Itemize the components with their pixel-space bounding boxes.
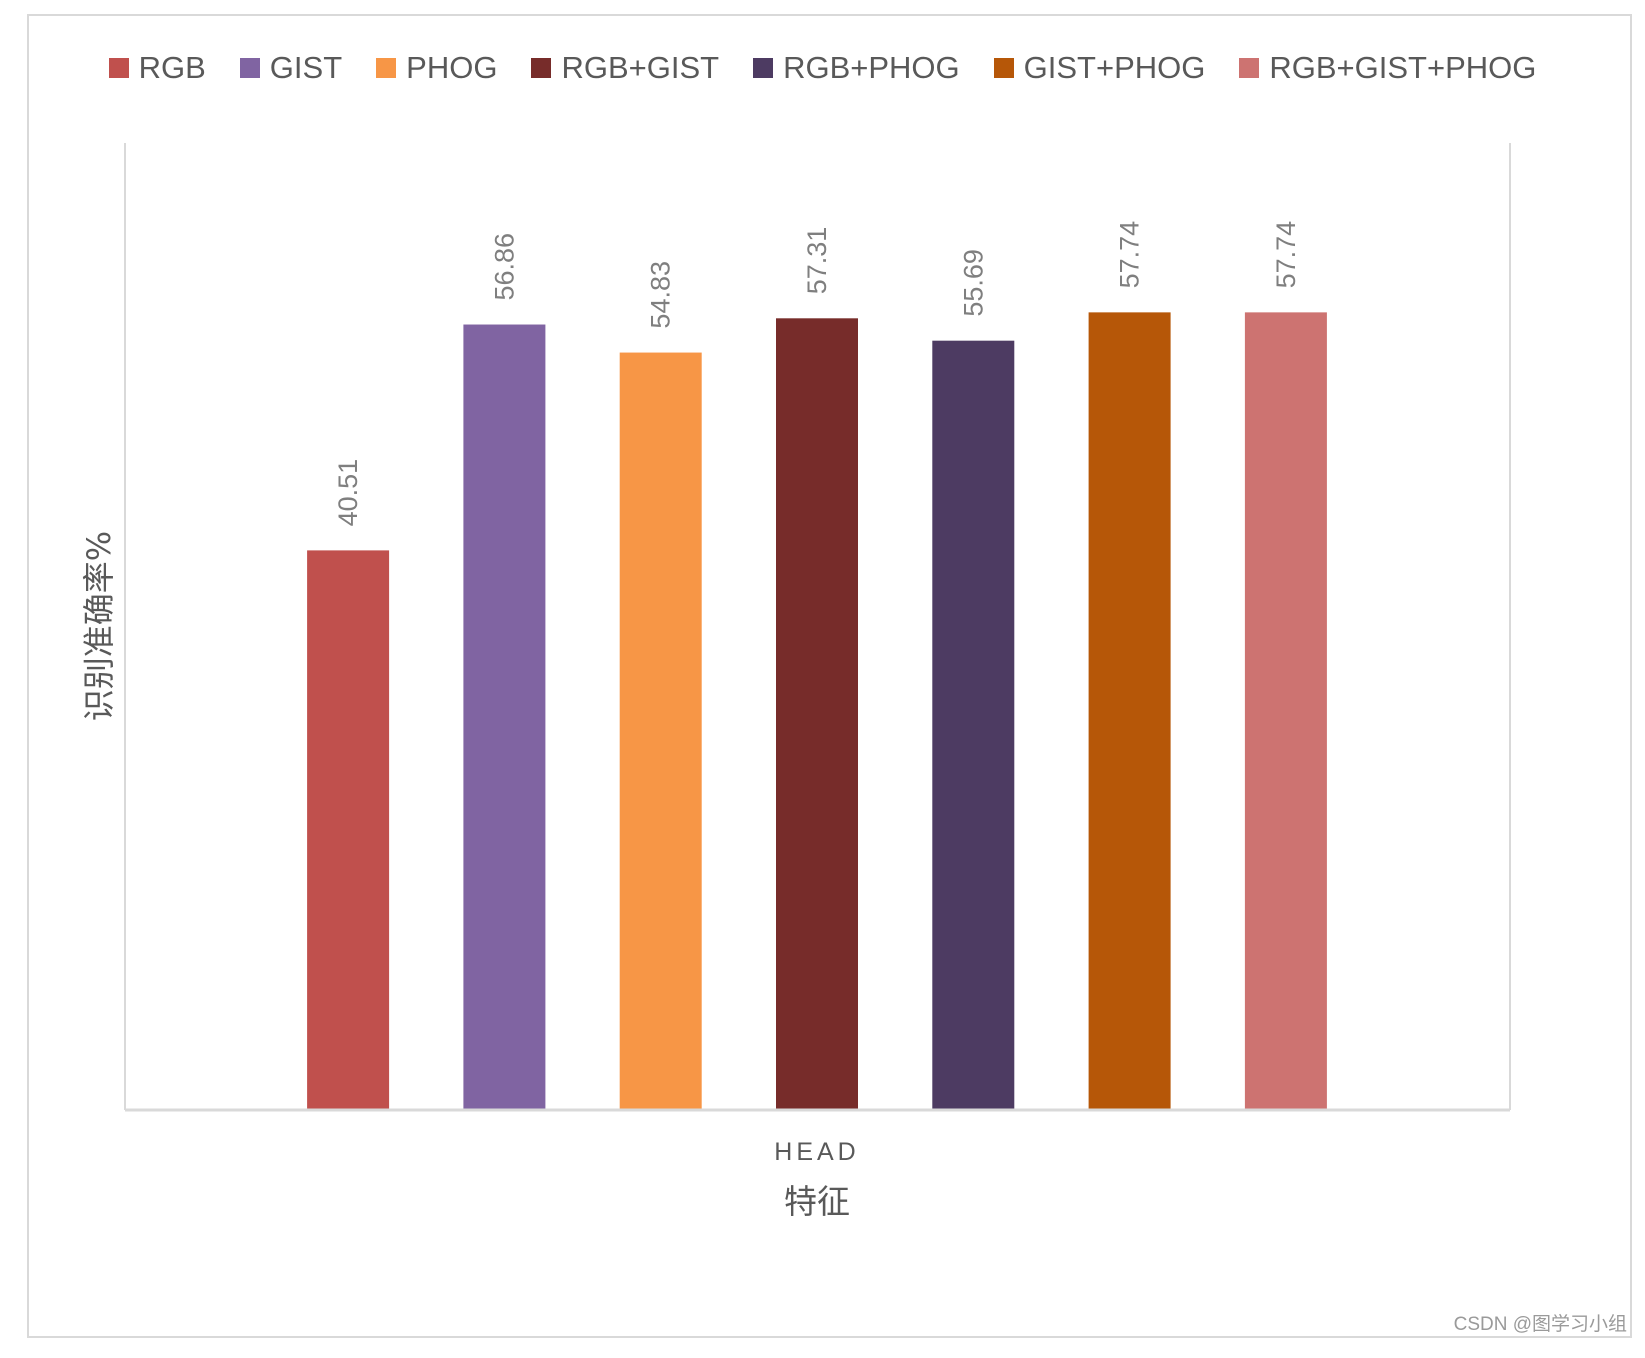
legend-swatch: [753, 58, 774, 78]
legend-swatch: [108, 58, 129, 78]
legend-item-rgb-gist: RGB+GIST: [531, 50, 719, 86]
legend-label: RGB+PHOG: [783, 50, 960, 85]
legend-item-gist: GIST: [239, 50, 343, 86]
data-label: 54.83: [646, 261, 676, 329]
bar-rgb-gist-phog: [1244, 312, 1327, 1110]
legend-label: GIST: [269, 50, 343, 85]
legend-label: GIST+PHOG: [1023, 50, 1206, 85]
legend-item-phog: PHOG: [376, 50, 497, 86]
legend-swatch: [376, 58, 397, 78]
legend-label: RGB+GIST+PHOG: [1269, 50, 1537, 85]
bar-gist-phog: [1088, 312, 1171, 1110]
data-label: 40.51: [333, 459, 363, 527]
watermark: CSDN @图学习小组: [1453, 1314, 1627, 1335]
legend-label: RGB+GIST: [561, 50, 720, 85]
bar-phog: [619, 352, 702, 1110]
y-axis-title: 识别准确率%: [80, 531, 118, 721]
bar-rgb-phog: [932, 340, 1015, 1110]
legend-swatch: [239, 58, 260, 78]
bar-rgb-gist: [776, 318, 858, 1110]
data-label: 57.74: [1271, 221, 1301, 289]
legend-label: PHOG: [406, 50, 498, 85]
legend-swatch: [1239, 58, 1260, 78]
x-tick-label: HEAD: [774, 1138, 859, 1166]
data-label: 55.69: [958, 249, 988, 317]
legend-item-rgb: RGB: [108, 50, 206, 86]
x-axis-title: 特征: [784, 1182, 850, 1221]
legend-item-rgb-phog: RGB+PHOG: [753, 50, 960, 86]
legend-label: RGB: [138, 50, 206, 85]
legend-item-rgb-gist-phog: RGB+GIST+PHOG: [1239, 50, 1536, 86]
bar-rgb: [307, 550, 390, 1110]
legend-swatch: [531, 58, 552, 78]
legend-swatch: [993, 58, 1014, 78]
data-label: 57.31: [802, 227, 832, 295]
legend: RGB GIST PHOG RGB+GIST RGB+PHOG GIST+PHOG RGB+…: [0, 50, 1645, 86]
legend-item-gist-phog: GIST+PHOG: [993, 50, 1206, 86]
data-label: 57.74: [1115, 221, 1145, 289]
bar-gist: [463, 324, 546, 1110]
data-label: 56.86: [489, 233, 519, 301]
